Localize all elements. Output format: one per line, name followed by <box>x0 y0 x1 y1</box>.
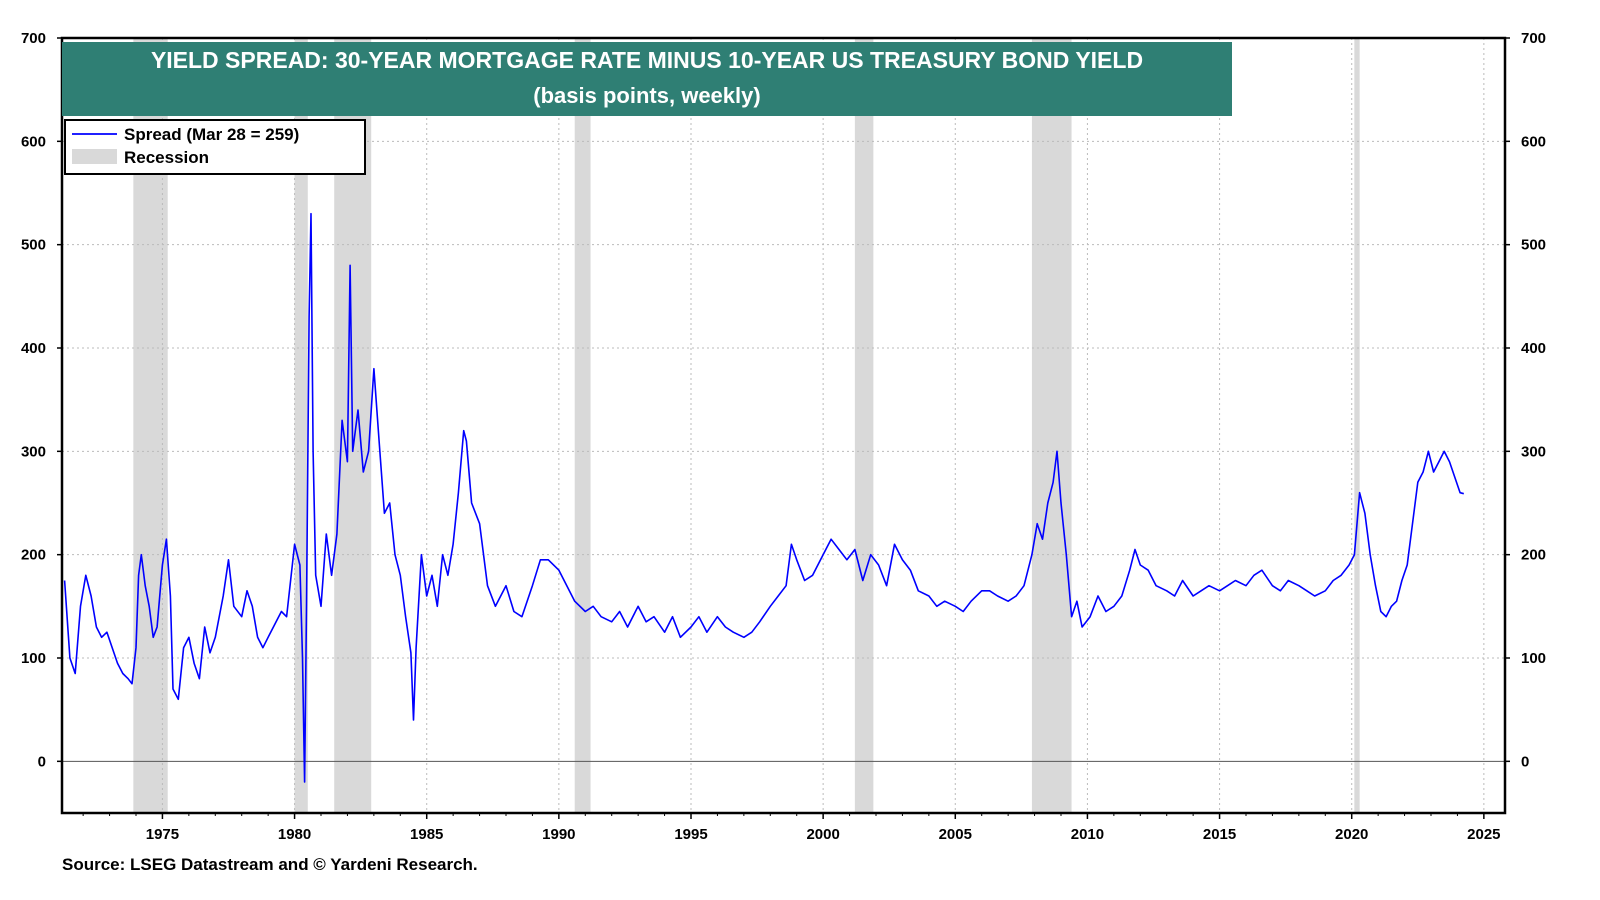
y-tick-label-left: 100 <box>21 650 46 667</box>
spread-series-line <box>63 212 1465 783</box>
y-tick-label-right: 600 <box>1521 133 1546 150</box>
recession-band <box>1031 38 1072 813</box>
y-tick-label-left: 0 <box>38 753 46 770</box>
chart-subtitle: (basis points, weekly) <box>533 83 760 108</box>
plot-frame <box>60 36 1507 815</box>
x-tick-label: 1995 <box>674 826 707 843</box>
x-tick-label: 2010 <box>1071 826 1104 843</box>
title-box <box>62 42 1232 116</box>
y-tick-label-left: 400 <box>21 340 46 357</box>
x-tick-label: 2000 <box>806 826 839 843</box>
recession-band <box>574 38 591 813</box>
recession-band <box>294 38 308 813</box>
y-tick-label-right: 200 <box>1521 547 1546 564</box>
y-tick-label-left: 500 <box>21 237 46 254</box>
legend-box <box>64 119 366 175</box>
y-tick-label-left: 200 <box>21 547 46 564</box>
legend-recession-label: Recession <box>124 148 209 167</box>
legend-recession-swatch <box>72 149 117 164</box>
y-tick-label-right: 100 <box>1521 650 1546 667</box>
x-tick-label: 2015 <box>1203 826 1236 843</box>
y-tick-label-left: 700 <box>21 30 46 47</box>
x-tick-label: 2005 <box>939 826 972 843</box>
x-tick-label: 1985 <box>410 826 443 843</box>
x-tick-label: 2020 <box>1335 826 1368 843</box>
legend-series-label: Spread (Mar 28 = 259) <box>124 125 299 144</box>
recession-band <box>854 38 874 813</box>
y-tick-label-right: 0 <box>1521 753 1529 770</box>
x-tick-label: 1990 <box>542 826 575 843</box>
y-tick-label-right: 700 <box>1521 30 1546 47</box>
source-note: Source: LSEG Datastream and © Yardeni Re… <box>62 855 478 874</box>
y-tick-label-left: 300 <box>21 443 46 460</box>
y-tick-label-right: 400 <box>1521 340 1546 357</box>
x-tick-label: 2025 <box>1467 826 1500 843</box>
x-tick-label: 1980 <box>278 826 311 843</box>
chart-title: YIELD SPREAD: 30-YEAR MORTGAGE RATE MINU… <box>151 47 1143 73</box>
x-tick-label: 1975 <box>146 826 179 843</box>
y-tick-label-right: 500 <box>1521 237 1546 254</box>
recession-band <box>1354 38 1360 813</box>
y-tick-label-right: 300 <box>1521 443 1546 460</box>
y-tick-label-left: 600 <box>21 133 46 150</box>
